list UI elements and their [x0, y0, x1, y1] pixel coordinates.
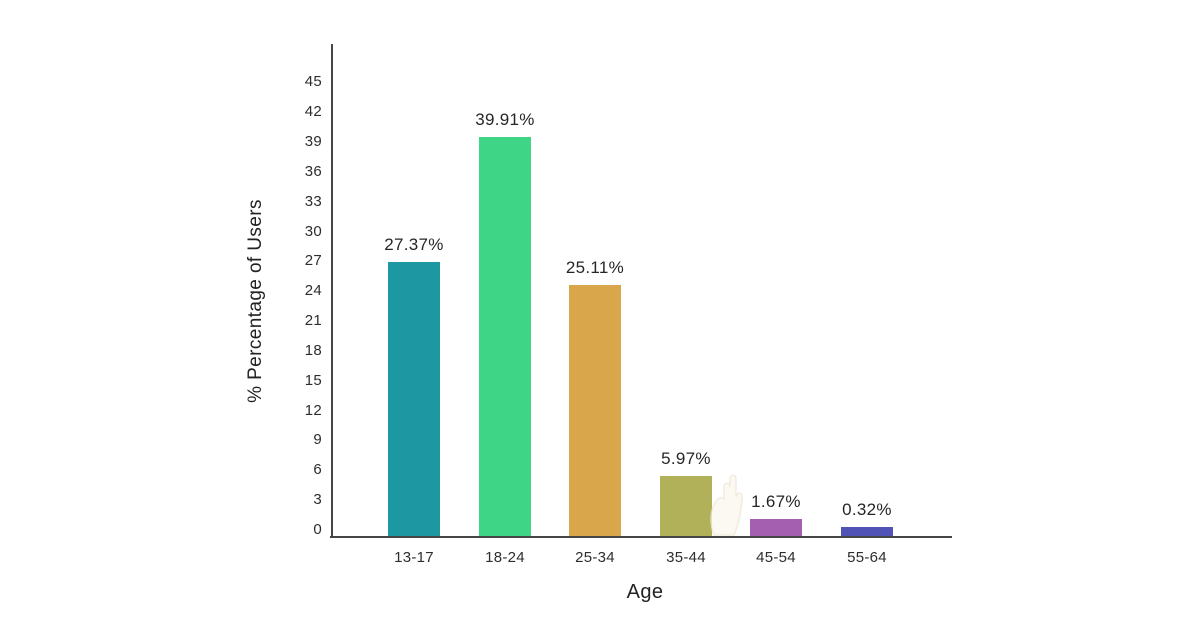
x-tick-label: 35-44 — [666, 549, 706, 566]
bar-25-34 — [569, 285, 621, 536]
y-tick-label: 33 — [304, 192, 322, 210]
y-tick-label: 3 — [313, 491, 322, 509]
y-axis-line — [331, 44, 333, 538]
bar-value-label: 0.32% — [842, 500, 892, 519]
y-axis-title: % Percentage of Users — [245, 199, 266, 403]
y-tick-label: 27 — [304, 252, 322, 270]
y-tick-label: 39 — [304, 132, 322, 150]
y-tick-label: 30 — [304, 222, 322, 240]
y-tick-label: 0 — [313, 521, 322, 538]
x-axis-title: Age — [626, 581, 664, 603]
bar-55-64 — [841, 527, 893, 536]
bar-18-24 — [479, 137, 531, 536]
bar-value-label: 5.97% — [661, 449, 711, 468]
y-tick-label: 45 — [304, 73, 322, 91]
bar-35-44 — [660, 476, 712, 536]
x-tick-label: 13-17 — [394, 549, 434, 566]
x-tick-label: 18-24 — [485, 549, 525, 566]
x-axis-line — [330, 536, 952, 538]
bar-45-54 — [750, 519, 802, 536]
y-tick-label: 36 — [304, 162, 322, 180]
bar-value-label: 27.37% — [384, 235, 444, 254]
x-tick-label: 55-64 — [847, 549, 887, 566]
y-tick-label: 42 — [304, 103, 322, 121]
y-tick-label: 18 — [304, 341, 322, 359]
bar-value-label: 1.67% — [751, 492, 801, 511]
x-tick-label: 25-34 — [575, 549, 615, 566]
bar-value-label: 39.91% — [475, 110, 535, 129]
x-tick-label: 45-54 — [756, 549, 796, 566]
bar-13-17 — [388, 262, 440, 536]
y-tick-label: 15 — [304, 371, 322, 389]
y-tick-label: 9 — [313, 431, 322, 449]
y-tick-label: 21 — [304, 312, 322, 330]
y-tick-label: 24 — [304, 282, 322, 300]
bar-value-label: 25.11% — [565, 258, 625, 277]
y-tick-label: 6 — [313, 461, 322, 479]
y-tick-label: 12 — [304, 401, 322, 419]
